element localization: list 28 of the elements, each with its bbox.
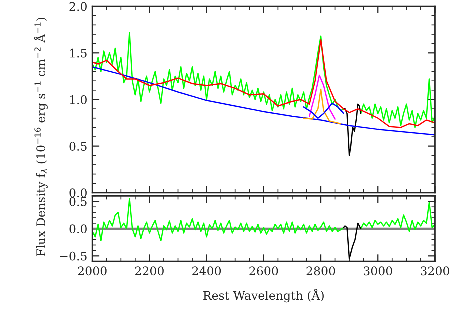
x-tick-label: 3200 bbox=[421, 266, 450, 276]
line-series bbox=[343, 104, 362, 156]
y-tick-label: 2.0 bbox=[70, 2, 87, 12]
text: Flux Density f$_{λ}$ (10$^{−16}$ erg s$^{−1}$ cm$^{−2}$ Å$^{−1}$) bbox=[34, 18, 48, 256]
line-series bbox=[303, 88, 342, 125]
line-series bbox=[92, 198, 344, 242]
x-tick-label: 2200 bbox=[135, 266, 164, 276]
x-tick-label: 2400 bbox=[192, 266, 222, 276]
line-series bbox=[343, 222, 362, 260]
x-tick-label: 2800 bbox=[306, 266, 336, 276]
line-series bbox=[360, 202, 436, 232]
y-tick-label: 0.0 bbox=[70, 224, 87, 234]
x-tick-label: 2000 bbox=[78, 266, 107, 276]
y-tick-label: 1.5 bbox=[70, 48, 87, 58]
line-series bbox=[92, 32, 344, 112]
y-tick-label: 0.5 bbox=[70, 197, 87, 206]
y-tick-label: 0.5 bbox=[70, 142, 87, 151]
x-tick-label: 3000 bbox=[364, 266, 392, 276]
y-tick-label: 1.0 bbox=[70, 95, 87, 104]
line-series bbox=[92, 66, 436, 136]
x-tick-label: 2600 bbox=[250, 266, 278, 276]
x-axis-title: Rest Wavelength (Å) bbox=[204, 289, 324, 303]
y-tick-label: −0.5 bbox=[60, 252, 87, 261]
line-series bbox=[303, 102, 344, 119]
line-series bbox=[308, 74, 336, 120]
line-series bbox=[92, 39, 436, 128]
line-series bbox=[360, 78, 436, 128]
y-tick-label: 0.0 bbox=[70, 188, 87, 198]
